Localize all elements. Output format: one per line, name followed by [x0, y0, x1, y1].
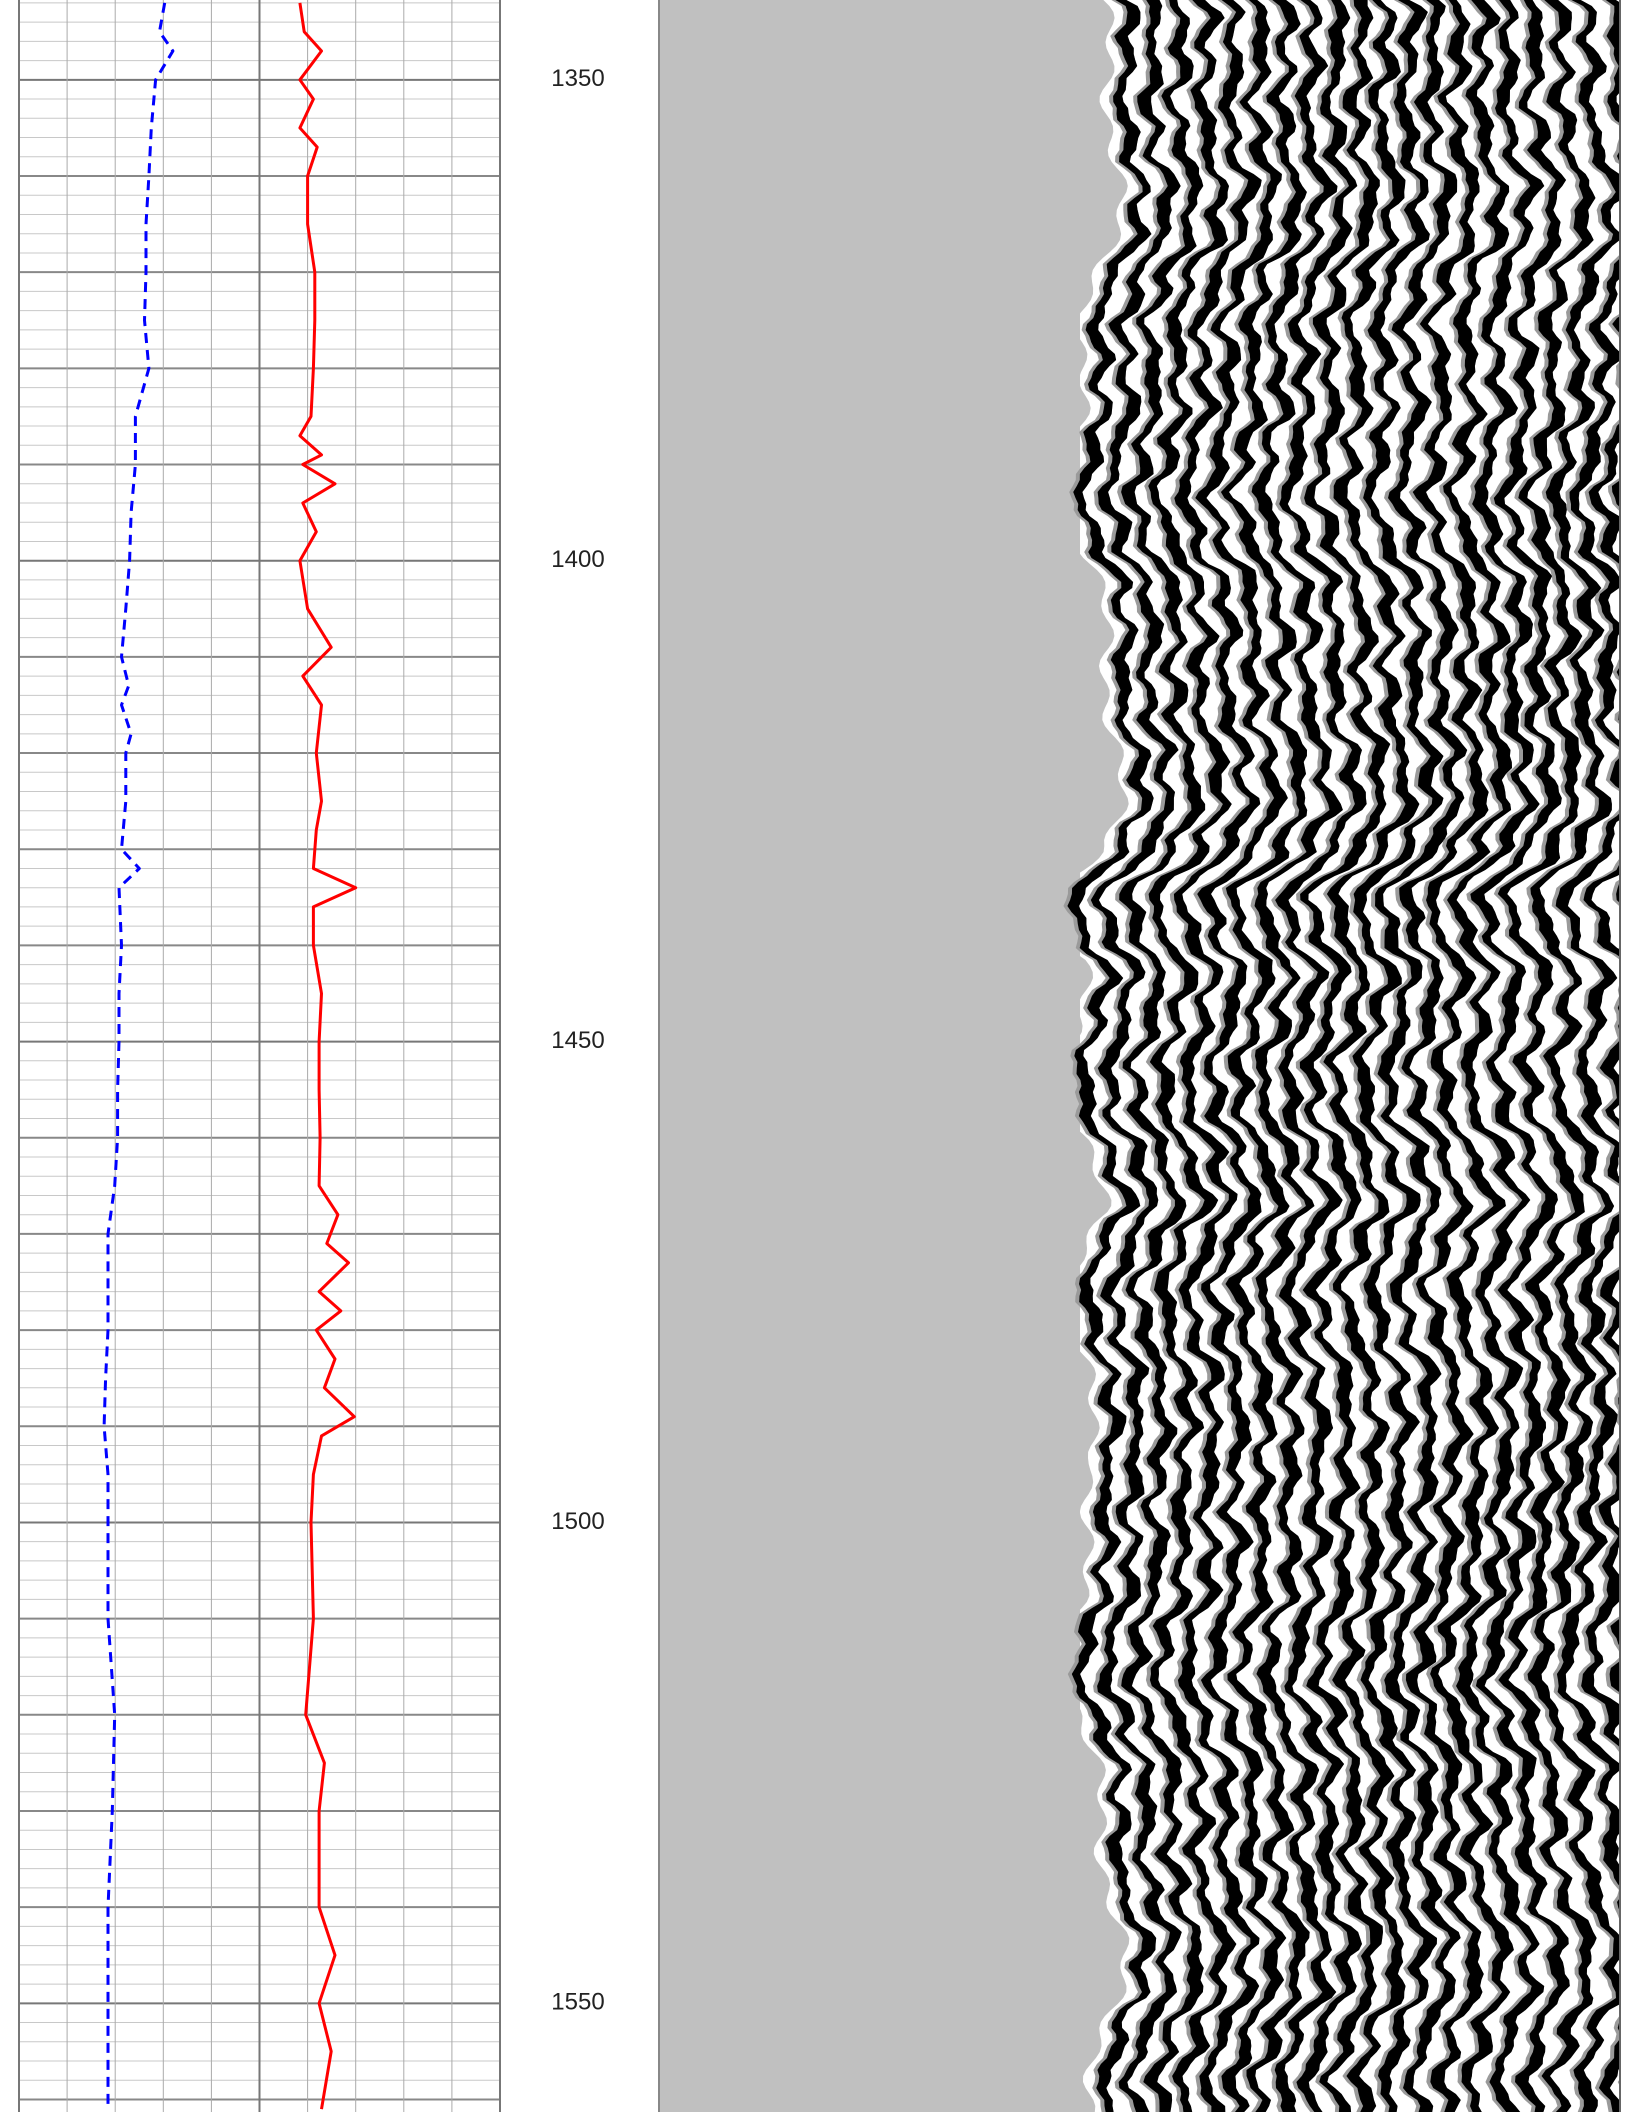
curves — [102, 2, 358, 2110]
black-stripe — [1527, 0, 1620, 2112]
seismic-image — [659, 0, 1620, 2112]
gray-stripe — [1466, 0, 1570, 2112]
depth-labels: 1350 1400 1450 1500 1550 — [551, 65, 604, 2015]
black-stripe — [1299, 0, 1391, 2112]
black-stripe — [1426, 0, 1514, 2112]
black-stripe — [1399, 0, 1489, 2112]
black-stripe — [1251, 0, 1343, 2112]
gray-stripe — [1115, 0, 1206, 2112]
depth-label: 1500 — [551, 1508, 604, 1535]
depth-label: 1350 — [551, 65, 604, 92]
depth-label: 1550 — [551, 1989, 604, 2016]
log-curve — [298, 2, 358, 2110]
black-stripe — [1470, 0, 1570, 2112]
black-stripe — [1090, 0, 1182, 2112]
black-stripe — [1195, 0, 1288, 2112]
black-stripe — [1119, 0, 1206, 2112]
gray-edge — [659, 0, 1130, 2112]
track-grid — [18, 0, 501, 2112]
log-curve — [102, 2, 175, 2110]
gray-stripe — [1169, 0, 1262, 2112]
black-stripe — [1220, 0, 1310, 2112]
black-stripe — [1375, 0, 1468, 2112]
gray-stripe — [1216, 0, 1310, 2112]
black-stripe — [1148, 0, 1237, 2112]
black-stripe — [1497, 0, 1597, 2112]
gray-stripe — [1271, 0, 1367, 2112]
black-stripe — [1173, 0, 1262, 2112]
depth-label: 1400 — [551, 546, 604, 573]
gray-stripe — [1577, 313, 1620, 2087]
depth-label: 1450 — [551, 1027, 604, 1054]
black-stripe — [1581, 316, 1620, 1748]
black-stripe — [1447, 0, 1545, 2112]
